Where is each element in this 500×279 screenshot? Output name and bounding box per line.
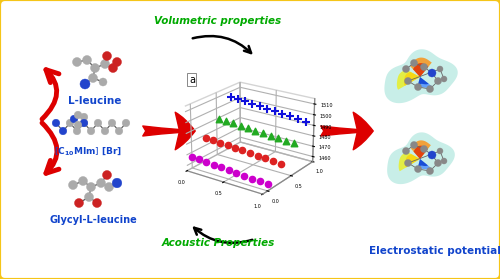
Circle shape xyxy=(426,85,434,93)
Circle shape xyxy=(437,148,443,154)
Circle shape xyxy=(414,83,422,90)
Circle shape xyxy=(108,119,116,127)
Circle shape xyxy=(434,78,442,85)
PathPatch shape xyxy=(411,140,431,159)
Circle shape xyxy=(70,115,78,123)
Text: L-leucine: L-leucine xyxy=(68,96,122,106)
PathPatch shape xyxy=(410,57,432,77)
Circle shape xyxy=(82,56,92,64)
Circle shape xyxy=(115,127,123,135)
Circle shape xyxy=(90,64,100,73)
Circle shape xyxy=(100,59,110,69)
Circle shape xyxy=(80,113,88,121)
Circle shape xyxy=(78,177,88,186)
Circle shape xyxy=(72,57,82,66)
Text: Volumetric properties: Volumetric properties xyxy=(154,16,282,26)
Circle shape xyxy=(428,69,436,77)
Circle shape xyxy=(122,119,130,127)
Text: a: a xyxy=(189,74,195,85)
Circle shape xyxy=(74,198,84,208)
Circle shape xyxy=(426,167,434,174)
PathPatch shape xyxy=(384,49,458,103)
Circle shape xyxy=(59,127,67,135)
Circle shape xyxy=(66,119,74,127)
Circle shape xyxy=(86,182,96,191)
Circle shape xyxy=(104,182,114,191)
Circle shape xyxy=(88,73,98,83)
Circle shape xyxy=(410,141,418,148)
Circle shape xyxy=(102,52,112,61)
Circle shape xyxy=(404,78,411,85)
Circle shape xyxy=(441,158,447,164)
Text: Acoustic Properties: Acoustic Properties xyxy=(162,238,274,248)
Circle shape xyxy=(414,165,422,172)
Circle shape xyxy=(402,148,409,155)
Circle shape xyxy=(52,119,60,127)
Circle shape xyxy=(68,181,78,189)
Circle shape xyxy=(404,160,411,167)
PathPatch shape xyxy=(398,152,420,171)
Text: Electrostatic potential: Electrostatic potential xyxy=(369,246,500,256)
Circle shape xyxy=(80,119,88,127)
Text: Glycyl-L-leucine: Glycyl-L-leucine xyxy=(49,215,137,225)
Circle shape xyxy=(428,151,436,159)
Circle shape xyxy=(441,76,447,82)
Circle shape xyxy=(87,127,95,135)
Circle shape xyxy=(420,64,428,71)
PathPatch shape xyxy=(418,77,428,86)
Circle shape xyxy=(92,198,102,208)
Circle shape xyxy=(101,127,109,135)
PathPatch shape xyxy=(414,146,428,159)
Circle shape xyxy=(80,119,88,127)
PathPatch shape xyxy=(413,63,428,77)
Circle shape xyxy=(84,193,94,201)
Circle shape xyxy=(74,121,82,129)
PathPatch shape xyxy=(418,159,428,167)
Circle shape xyxy=(112,57,122,66)
Circle shape xyxy=(402,66,409,73)
Circle shape xyxy=(437,66,443,72)
Circle shape xyxy=(74,111,82,119)
Circle shape xyxy=(102,170,112,179)
Circle shape xyxy=(94,119,102,127)
PathPatch shape xyxy=(387,132,455,184)
Circle shape xyxy=(410,59,418,66)
Circle shape xyxy=(420,146,428,153)
PathPatch shape xyxy=(417,159,432,171)
PathPatch shape xyxy=(397,69,420,90)
Text: $[\mathbf{C_{10}MIm}]\ \mathbf{[Br]}$: $[\mathbf{C_{10}MIm}]\ \mathbf{[Br]}$ xyxy=(54,145,122,157)
PathPatch shape xyxy=(405,154,420,167)
PathPatch shape xyxy=(416,77,433,90)
Circle shape xyxy=(108,64,118,73)
PathPatch shape xyxy=(404,72,420,86)
Circle shape xyxy=(99,78,107,86)
Circle shape xyxy=(112,178,122,188)
Circle shape xyxy=(73,127,81,135)
Circle shape xyxy=(80,79,90,89)
Circle shape xyxy=(96,179,106,187)
Circle shape xyxy=(434,160,442,167)
